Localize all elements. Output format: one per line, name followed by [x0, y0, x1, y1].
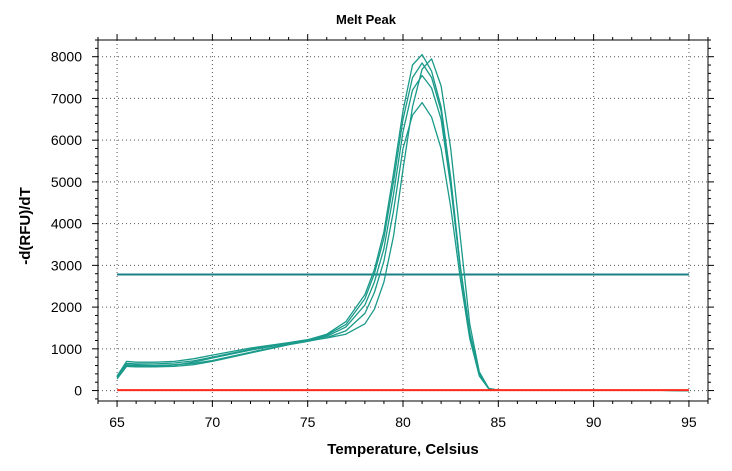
chart-title: Melt Peak: [336, 12, 397, 27]
x-tick-label: 85: [491, 414, 507, 430]
x-axis-label: Temperature, Celsius: [327, 441, 478, 458]
y-tick-label: 0: [74, 383, 82, 399]
y-axis-label: -d(RFU)/dT: [17, 187, 34, 264]
x-tick-label: 95: [681, 414, 697, 430]
y-tick-label: 4000: [51, 216, 82, 232]
y-tick-label: 5000: [51, 174, 82, 190]
series-line-3: [116, 101, 689, 392]
x-tick-label: 75: [300, 414, 316, 430]
x-tick-label: 65: [109, 414, 125, 430]
y-tick-label: 1000: [51, 341, 82, 357]
series-group: [116, 53, 689, 392]
x-tick-label: 80: [395, 414, 411, 430]
x-tick-label: 90: [586, 414, 602, 430]
y-tick-label: 2000: [51, 299, 82, 315]
y-tick-label: 6000: [51, 132, 82, 148]
x-tick-label: 70: [205, 414, 221, 430]
y-tick-label: 7000: [51, 90, 82, 106]
y-tick-label: 3000: [51, 257, 82, 273]
y-tick-label: 8000: [51, 49, 82, 65]
grid-lines: [98, 40, 708, 401]
axes: 65 70 75 80 85 90 95 0 1000 2000 3000 4000 5000 6000 7…: [51, 34, 714, 430]
